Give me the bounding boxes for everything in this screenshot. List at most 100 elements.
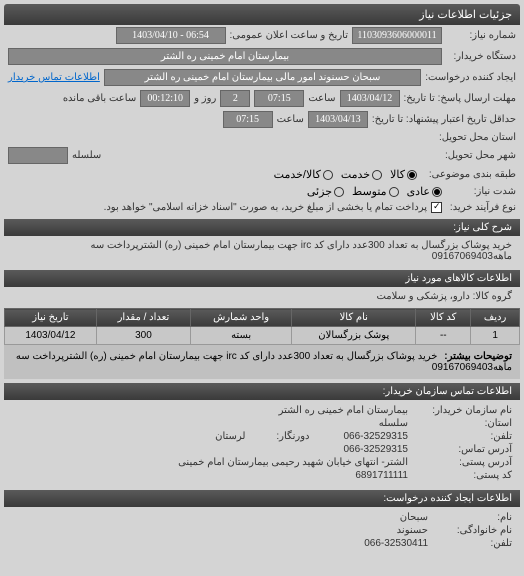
radio-medium[interactable]: متوسط — [352, 185, 399, 198]
rq-value-0: سبحان — [400, 512, 428, 523]
validity-deadline-label: حداقل تاریخ اعتبار پیشنهاد: تا تاریخ: — [372, 114, 516, 125]
desc-section-title: شرح کلی نیاز: — [453, 222, 512, 233]
radio-khedmat[interactable]: خدمت — [341, 168, 382, 181]
requester-section-header: اطلاعات ایجاد کننده درخواست: — [4, 490, 520, 507]
rq-label-0: نام: — [432, 512, 512, 523]
purchase-type-label: نوع فرآیند خرید: — [446, 202, 516, 213]
requester-section-title: اطلاعات ایجاد کننده درخواست: — [383, 493, 512, 504]
buyer-contact-body: نام سازمان خریدار: بیمارستان امام خمینی … — [4, 400, 520, 486]
bc-value-5: الشتر- انتهای خیابان شهید رحیمی بیمارستا… — [178, 457, 408, 468]
validity-deadline-time[interactable] — [223, 111, 273, 128]
group-value: دارو، پزشکی و سلامت — [376, 291, 469, 302]
col-date: تاریخ نیاز — [5, 309, 97, 327]
buyer-contact-link[interactable]: اطلاعات تماس خریدار — [8, 72, 100, 83]
radio-dot-icon — [323, 170, 333, 180]
table-desc-text: خرید پوشاک بزرگسال به تعداد 300عدد دارای… — [16, 351, 512, 373]
buyer-org-label: دستگاه خریدار: — [446, 51, 516, 62]
goods-table: ردیف کد کالا نام کالا واحد شمارش تعداد /… — [4, 308, 520, 345]
radio-normal[interactable]: عادی — [407, 185, 442, 198]
bc-label-1: استان: — [412, 418, 512, 429]
response-deadline-time[interactable] — [254, 90, 304, 107]
time-label-1: ساعت — [308, 93, 335, 104]
response-days[interactable] — [220, 90, 250, 107]
response-deadline-date[interactable] — [340, 90, 400, 107]
bc-label-6: کد پستی: — [412, 470, 512, 481]
buyer-contact-header: اطلاعات تماس سازمان خریدار: — [4, 383, 520, 400]
validity-deadline-date[interactable] — [308, 111, 368, 128]
rq-label-2: تلفن: — [432, 538, 512, 549]
radio-both[interactable]: کالا/خدمت — [274, 168, 333, 181]
table-row[interactable]: 1 -- پوشک بزرگسالان بسته 300 1403/04/12 — [5, 327, 520, 345]
requester-input[interactable] — [104, 69, 421, 86]
goods-section-title: اطلاعات کالاهای مورد نیاز — [405, 273, 512, 284]
cell-date: 1403/04/12 — [5, 327, 97, 345]
cell-qty: 300 — [96, 327, 190, 345]
series-input[interactable] — [8, 147, 68, 164]
col-name: نام کالا — [292, 309, 416, 327]
radio-dot-icon — [407, 170, 417, 180]
col-qty: تعداد / مقدار — [96, 309, 190, 327]
treasury-checkbox-label: پرداخت تمام یا بخشی از مبلغ خرید، به صور… — [104, 202, 427, 213]
radio-label-minor: جزئی — [307, 185, 332, 198]
series-label: سلسله — [72, 150, 101, 161]
radio-label-medium: متوسط — [352, 185, 387, 198]
page-header: جزئیات اطلاعات نیاز — [4, 4, 520, 25]
bc-value-4: 066-32529315 — [343, 444, 408, 455]
radio-dot-icon — [432, 187, 442, 197]
announce-date-label: تاریخ و ساعت اعلان عمومی: — [230, 30, 349, 41]
time-label-2: ساعت — [277, 114, 304, 125]
cell-idx: 1 — [471, 327, 520, 345]
table-desc-label: توضیحات بیشتر: — [444, 351, 512, 362]
bc-label-4: آدرس تماس: — [412, 444, 512, 455]
announce-date-input[interactable] — [116, 27, 226, 44]
remaining-label: ساعت باقی مانده — [63, 93, 136, 104]
bc-value-2: 066-32529315 — [343, 431, 408, 442]
treasury-checkbox[interactable] — [431, 202, 442, 213]
desc-section-header: شرح کلی نیاز: — [4, 219, 520, 236]
radio-dot-icon — [334, 187, 344, 197]
cell-unit: بسته — [191, 327, 292, 345]
bc-value-3: لرستان — [215, 431, 245, 442]
request-number-label: شماره نیاز: — [446, 30, 516, 41]
rq-value-1: حسنوند — [397, 525, 428, 536]
table-desc-row: توضیحات بیشتر: خرید پوشاک بزرگسال به تعد… — [4, 345, 520, 379]
response-deadline-label: مهلت ارسال پاسخ: تا تاریخ: — [404, 93, 516, 104]
service-type-radios: کالا خدمت کالا/خدمت — [274, 168, 417, 181]
col-idx: ردیف — [471, 309, 520, 327]
urgency-label: شدت نیاز: — [446, 186, 516, 197]
buyer-org-input[interactable] — [8, 48, 442, 65]
rq-label-1: نام خانوادگی: — [432, 525, 512, 536]
urgency-radios: عادی متوسط جزئی — [307, 185, 442, 198]
bc-label-3: دورنگار: — [249, 431, 309, 442]
bc-label-5: آدرس پستی: — [412, 457, 512, 468]
requester-label: ایجاد کننده درخواست: — [425, 72, 516, 83]
delivery-city-label: شهر محل تحویل: — [445, 150, 516, 161]
radio-label-normal: عادی — [407, 185, 430, 198]
requester-section-body: نام: سبحان نام خانوادگی: حسنوند تلفن: 06… — [4, 507, 520, 554]
request-number-input[interactable] — [352, 27, 442, 44]
bc-value-6: 6891711111 — [355, 470, 408, 481]
cell-name: پوشک بزرگسالان — [292, 327, 416, 345]
bc-value-1: سلسله — [379, 418, 408, 429]
days-and-label: روز و — [194, 93, 216, 104]
goods-section-header: اطلاعات کالاهای مورد نیاز — [4, 270, 520, 287]
radio-kala[interactable]: کالا — [390, 168, 417, 181]
goods-section-body: گروه کالا: دارو، پزشکی و سلامت — [4, 287, 520, 306]
service-type-label: طبقه بندی موضوعی: — [421, 169, 516, 180]
col-code: کد کالا — [416, 309, 471, 327]
radio-minor[interactable]: جزئی — [307, 185, 344, 198]
rq-value-2: 066-32530411 — [364, 538, 428, 549]
radio-dot-icon — [372, 170, 382, 180]
radio-label-khedmat: خدمت — [341, 168, 370, 181]
group-label: گروه کالا: — [473, 291, 512, 302]
bc-label-0: نام سازمان خریدار: — [412, 405, 512, 416]
page-title: جزئیات اطلاعات نیاز — [419, 9, 512, 21]
delivery-state-label: استان محل تحویل: — [439, 132, 516, 143]
col-unit: واحد شمارش — [191, 309, 292, 327]
cell-code: -- — [416, 327, 471, 345]
response-countdown[interactable] — [140, 90, 190, 107]
buyer-contact-title: اطلاعات تماس سازمان خریدار: — [383, 386, 512, 397]
radio-dot-icon — [389, 187, 399, 197]
bc-label-2: تلفن: — [412, 431, 512, 442]
desc-text: خرید پوشاک بزرگسال به تعداد 300عدد دارای… — [90, 240, 512, 262]
